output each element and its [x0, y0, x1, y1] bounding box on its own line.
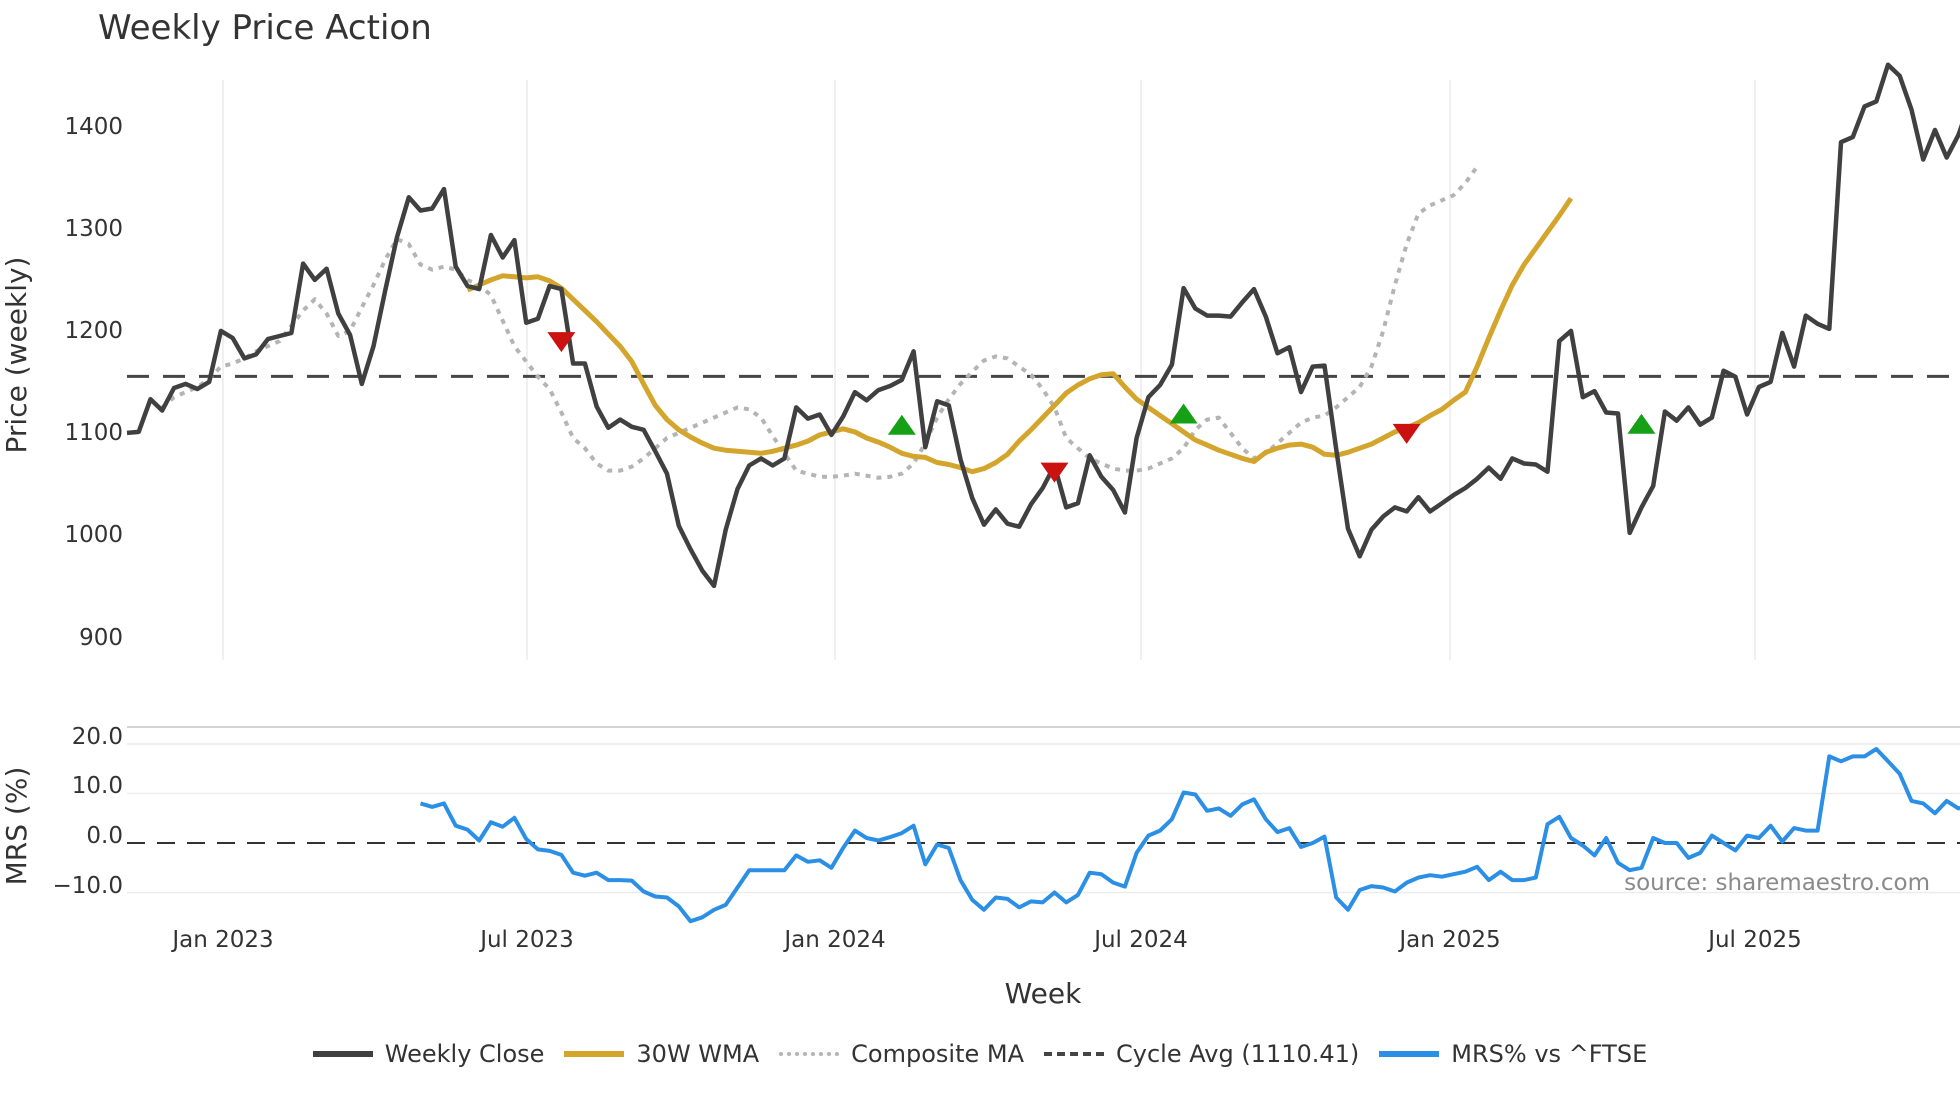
x-axis: Jan 2023 Jul 2023 Jan 2024 Jul 2024 Jan …	[170, 927, 1801, 1010]
legend-item-mrs[interactable]: MRS% vs ^FTSE	[1379, 1040, 1647, 1068]
solid-line-swatch-icon	[564, 1051, 625, 1057]
mrs-series	[127, 747, 1960, 924]
price-y-axis: 1400 1300 1200 1100 1000 900 Price (week…	[0, 114, 123, 651]
x-tick-jan-2025: Jan 2025	[1397, 927, 1500, 953]
legend-label: Cycle Avg (1110.41)	[1116, 1040, 1360, 1068]
x-tick-jul-2025: Jul 2025	[1706, 927, 1802, 953]
legend-item-cycle-avg[interactable]: Cycle Avg (1110.41)	[1044, 1040, 1359, 1068]
x-tick-jul-2024: Jul 2024	[1092, 927, 1188, 953]
legend-item-weekly-close[interactable]: Weekly Close	[312, 1040, 545, 1068]
legend-label: Weekly Close	[384, 1040, 545, 1068]
legend-label: MRS% vs ^FTSE	[1451, 1040, 1648, 1068]
price-series	[126, 62, 1960, 589]
legend-item-composite-ma[interactable]: Composite MA	[779, 1040, 1024, 1068]
x-tick-jan-2024: Jan 2024	[782, 927, 885, 953]
price-tick-1400: 1400	[64, 114, 123, 140]
x-axis-title: Week	[1005, 977, 1082, 1010]
legend-label: 30W WMA	[636, 1040, 760, 1068]
mrs-axis-title: MRS (%)	[0, 767, 33, 886]
mrs-tick-10: 10.0	[72, 773, 123, 799]
price-axis-title: Price (weekly)	[0, 257, 33, 454]
dashed-line-swatch-icon	[1044, 1052, 1105, 1056]
mrs-tick-minus10: −10.0	[53, 873, 123, 899]
price-tick-1000: 1000	[64, 522, 123, 548]
gridlines	[127, 80, 1960, 894]
legend: Weekly Close 30W WMA Composite MA Cycle …	[0, 1034, 1960, 1074]
signal-markers	[547, 332, 1656, 483]
legend-item-30w-wma[interactable]: 30W WMA	[564, 1040, 759, 1068]
mrs-tick-0: 0.0	[86, 823, 123, 849]
source-attribution: source: sharemaestro.com	[1624, 870, 1930, 896]
x-tick-jul-2023: Jul 2023	[478, 927, 574, 953]
chart-title: Weekly Price Action	[98, 8, 432, 48]
legend-label: Composite MA	[851, 1040, 1025, 1068]
price-tick-1100: 1100	[64, 420, 123, 446]
mrs-tick-20: 20.0	[72, 724, 123, 750]
solid-line-swatch-icon	[312, 1051, 373, 1057]
x-tick-jan-2023: Jan 2023	[170, 927, 273, 953]
mrs-y-axis: 20.0 10.0 0.0 −10.0 MRS (%)	[0, 724, 123, 899]
solid-line-swatch-icon	[1379, 1051, 1440, 1057]
dotted-line-swatch-icon	[779, 1052, 840, 1056]
price-tick-1300: 1300	[64, 216, 123, 242]
price-tick-900: 900	[79, 625, 123, 651]
price-tick-1200: 1200	[64, 318, 123, 344]
